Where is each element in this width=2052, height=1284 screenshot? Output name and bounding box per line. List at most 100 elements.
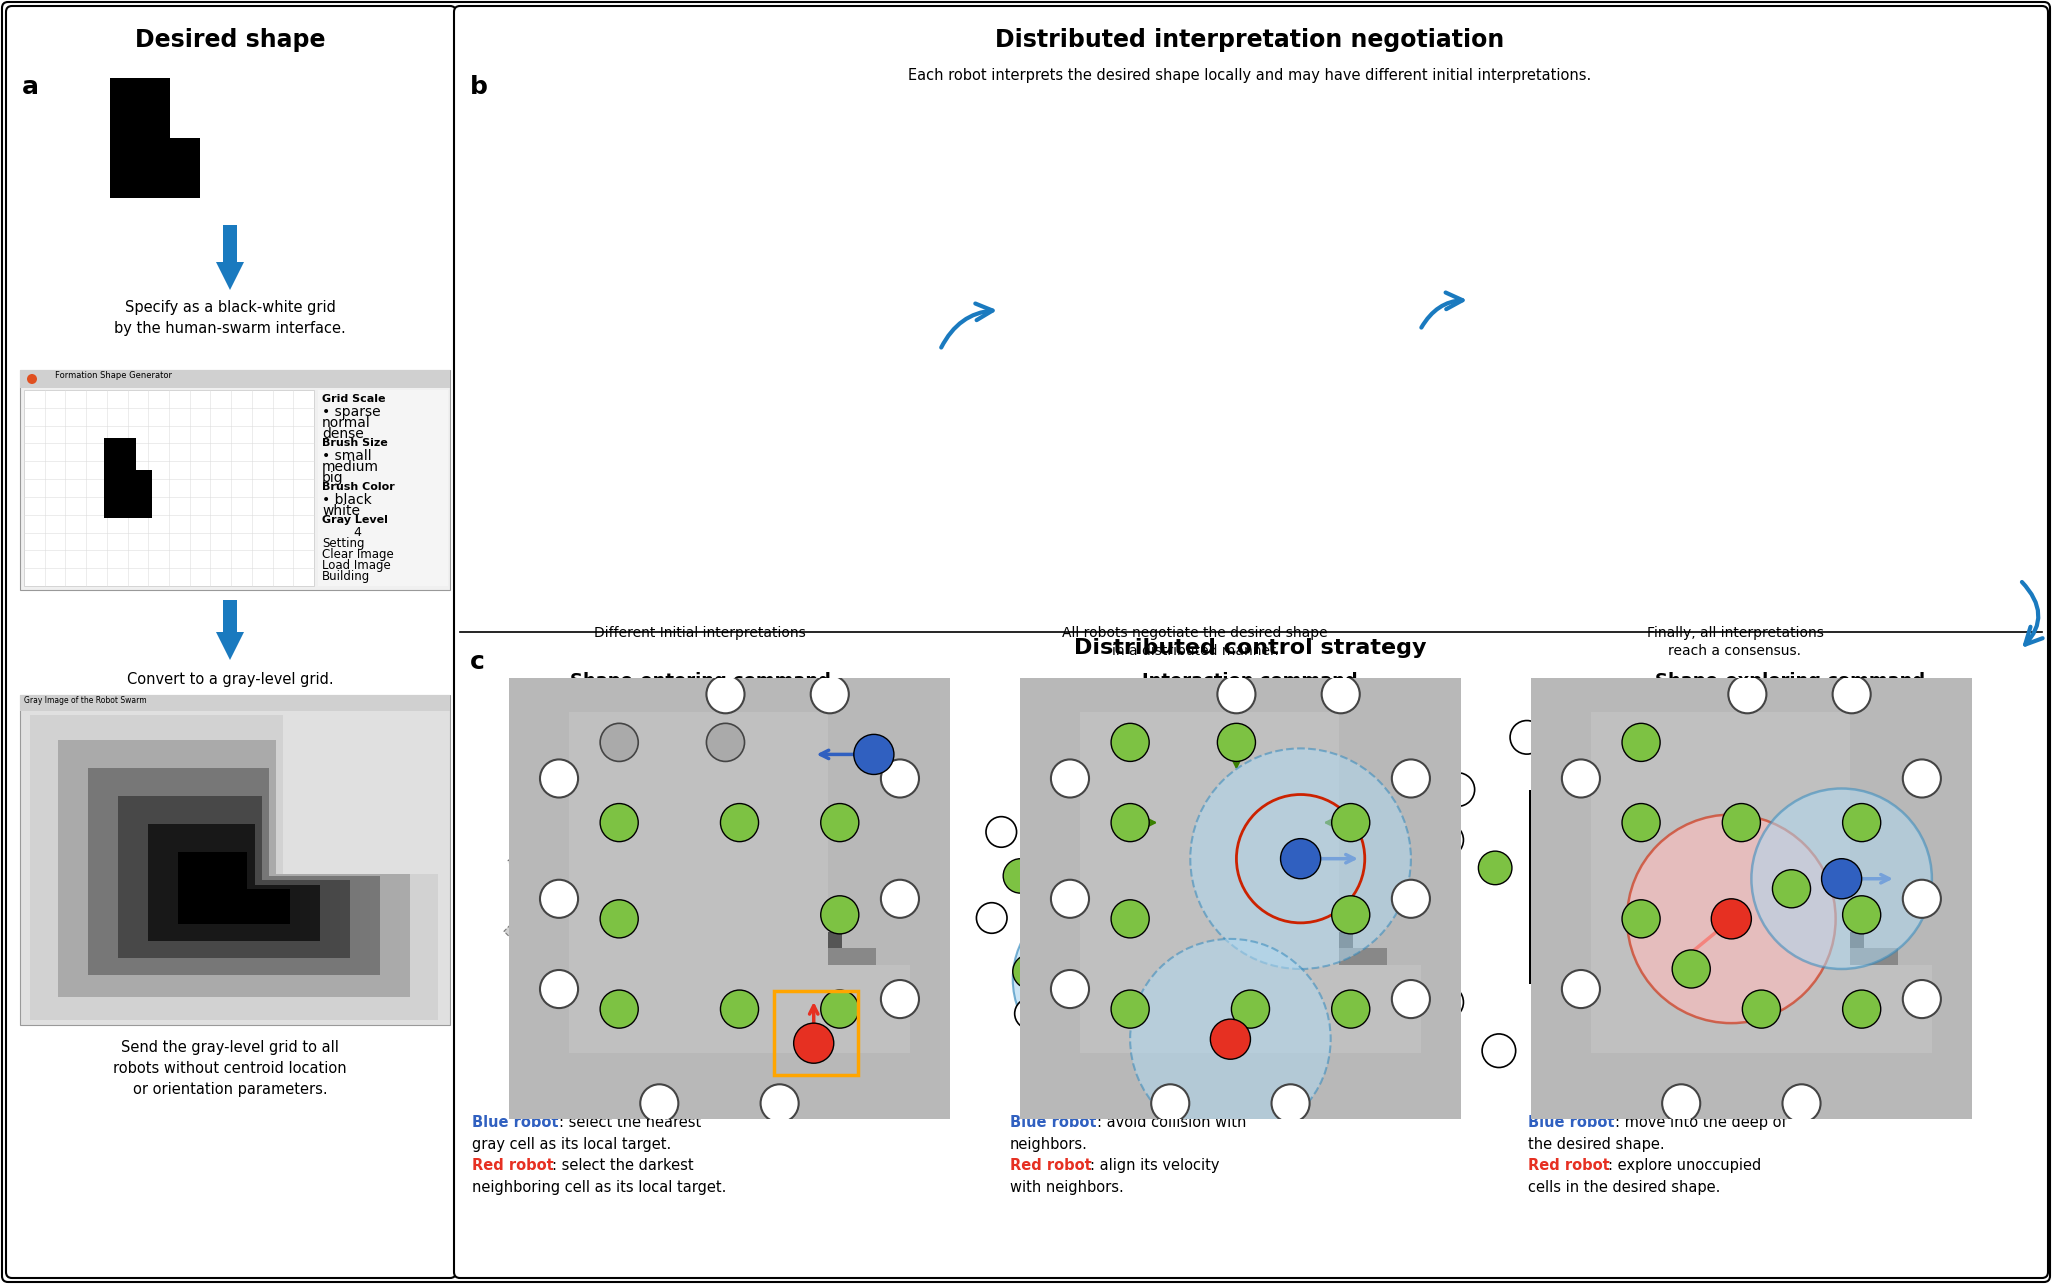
Polygon shape [653,867,850,1063]
Polygon shape [31,715,437,1019]
Polygon shape [548,869,739,1061]
Circle shape [657,818,698,858]
Text: Load Image: Load Image [322,559,390,571]
Text: Blue robot: Blue robot [1010,1115,1096,1130]
Text: 4: 4 [322,526,361,539]
Text: Finally, all interpretations
reach a consensus.: Finally, all interpretations reach a con… [1646,627,1824,659]
Polygon shape [1079,713,1420,1053]
Text: Brush Color: Brush Color [322,482,394,492]
Text: Different Initial interpretations: Different Initial interpretations [595,627,806,639]
Bar [105,487,119,502]
FancyBboxPatch shape [453,6,2048,1278]
Text: Formation Shape Generator: Formation Shape Generator [55,371,172,380]
Circle shape [1662,1084,1701,1122]
Text: b: b [470,74,488,99]
Circle shape [540,969,579,1008]
Circle shape [1241,958,1276,993]
Polygon shape [1689,811,1832,954]
Text: $r_{\rm sense}$: $r_{\rm sense}$ [1153,1052,1184,1064]
Circle shape [1783,1084,1820,1122]
Circle shape [1280,838,1321,878]
Bar [119,502,135,517]
Polygon shape [1529,790,1724,984]
Polygon shape [568,713,909,1053]
Polygon shape [1053,767,1303,986]
Text: Distributed interpretation negotiation: Distributed interpretation negotiation [995,28,1504,51]
Circle shape [657,964,698,1004]
Text: Blue robot: Blue robot [1529,1115,1615,1130]
Text: • sparse: • sparse [322,404,380,419]
Circle shape [794,1023,833,1063]
Text: : align its velocity: : align its velocity [1090,1158,1219,1174]
Bar [111,168,140,198]
Bar [774,991,858,1075]
Circle shape [1110,723,1149,761]
Circle shape [1079,962,1114,996]
Circle shape [599,804,638,841]
Text: the desired shape.: the desired shape. [1529,1138,1664,1152]
Circle shape [1773,869,1810,908]
Circle shape [1902,980,1941,1018]
Polygon shape [505,811,743,1050]
Text: • black: • black [322,493,371,507]
Circle shape [27,374,37,384]
Circle shape [706,675,745,714]
Polygon shape [667,811,811,954]
Circle shape [622,837,663,877]
Circle shape [1051,759,1090,797]
Circle shape [1026,919,1061,954]
Text: : avoid collision with: : avoid collision with [1098,1115,1246,1130]
Text: : explore unoccupied: : explore unoccupied [1609,1158,1761,1174]
Circle shape [1724,1023,1759,1057]
Circle shape [1332,804,1371,841]
Circle shape [821,804,860,841]
Circle shape [1272,1084,1309,1122]
Circle shape [599,990,638,1028]
Bar [140,78,170,108]
Circle shape [1627,814,1837,1023]
Circle shape [1722,804,1761,841]
Circle shape [1621,900,1660,937]
Circle shape [1217,723,1256,761]
Circle shape [696,964,737,1004]
Text: a: a [23,74,39,99]
Text: Distributed control strategy: Distributed control strategy [1073,638,1426,657]
Circle shape [1272,808,1303,837]
Text: white: white [322,505,359,517]
Circle shape [751,910,790,950]
FancyBboxPatch shape [2,3,2050,1281]
Circle shape [1697,982,1730,1016]
Circle shape [706,723,745,761]
Circle shape [1744,781,1777,814]
Polygon shape [692,835,788,931]
Circle shape [1902,880,1941,918]
Circle shape [1003,859,1038,894]
Circle shape [1190,749,1412,969]
Text: Each robot interprets the desired shape locally and may have different initial i: Each robot interprets the desired shape … [909,68,1592,83]
Circle shape [1621,804,1660,841]
Circle shape [1042,750,1073,781]
Circle shape [821,896,860,933]
Polygon shape [1590,713,1931,1053]
Circle shape [1151,1084,1190,1122]
Polygon shape [1178,811,1321,954]
Bar [25,390,314,586]
Polygon shape [1047,746,1266,1023]
Text: : select the darkest: : select the darkest [552,1158,694,1174]
Circle shape [731,837,772,877]
Text: Red robot: Red robot [472,1158,554,1174]
Polygon shape [1713,835,1810,931]
Polygon shape [1081,728,1299,1005]
Circle shape [1750,788,1931,969]
Circle shape [1332,990,1371,1028]
Polygon shape [1202,835,1299,931]
Bar [105,470,119,487]
Circle shape [696,818,737,858]
FancyArrowPatch shape [2021,582,2042,645]
Bar [135,502,152,517]
Circle shape [1711,899,1752,939]
Circle shape [540,759,579,797]
Circle shape [1100,1055,1131,1086]
Bar [21,370,449,388]
Circle shape [1231,990,1270,1028]
